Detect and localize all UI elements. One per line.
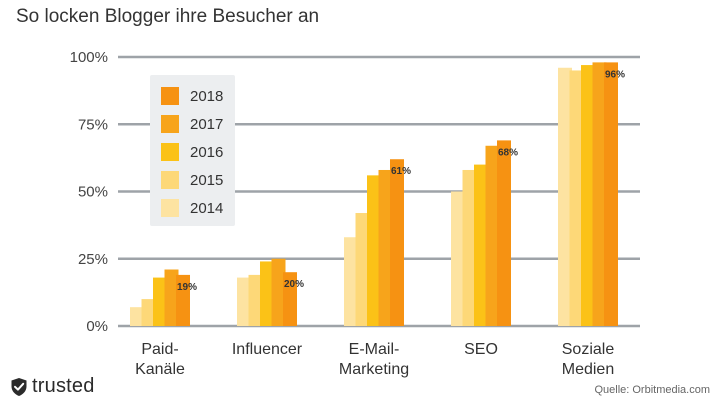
bar-2017-0 [164,269,179,326]
bar-2018-3 [497,140,511,326]
bar-2016-0 [153,277,167,326]
legend-swatch-2014 [161,199,179,217]
y-tick-label: 50% [78,184,108,201]
legend-label: 2018 [190,88,223,105]
data-label: 20% [284,279,304,290]
y-tick-label: 100% [70,49,108,66]
legend-swatch-2018 [161,87,179,105]
bar-2014-1 [237,277,251,326]
category-label: Soziale Medien [562,341,615,378]
bar-2018-1 [283,272,297,326]
data-label: 19% [177,282,197,293]
bar-2016-3 [474,164,488,326]
legend: 2018 2017 2016 2015 2014 [150,75,235,226]
y-tick-label: 75% [78,116,108,133]
legend-label: 2015 [190,172,223,189]
bar-2016-4 [581,65,595,326]
bar-2015-0 [141,299,156,326]
bar-2017-2 [378,169,393,326]
bar-2016-2 [367,175,381,326]
bars [130,62,618,326]
brand-logo: trusted [10,375,95,398]
bar-2014-2 [344,237,358,326]
bar-2014-3 [451,191,465,326]
bar-2014-0 [130,307,144,326]
data-labels: 19% 20% 61% 68% 96% [177,69,625,293]
source-note: Quelle: Orbitmedia.com [594,384,710,396]
bar-2017-3 [485,145,500,326]
y-tick-label: 25% [78,251,108,268]
data-label: 96% [605,69,625,80]
y-tick-label: 0% [86,318,108,335]
bar-2017-1 [271,258,286,326]
legend-label: 2016 [190,144,223,161]
category-label: Influencer [232,341,303,358]
x-axis-categories: Paid-Kanäle Influencer E-Mail-Marketing SEO… [135,341,614,378]
bar-2015-4 [569,70,584,326]
y-axis-ticks: 0% 25% 50% 75% 100% [70,49,108,335]
legend-swatch-2017 [161,115,179,133]
bar-2015-2 [355,213,370,326]
brand-name: trusted [32,375,95,397]
bar-2018-2 [390,159,404,326]
legend-swatch-2016 [161,143,179,161]
bar-2014-4 [558,67,572,326]
category-label: E-Mail-Marketing [339,341,409,378]
legend-swatch-2015 [161,171,179,189]
data-label: 61% [391,166,411,177]
bar-2015-1 [248,274,263,326]
chart-title: So locken Blogger ihre Besucher an [16,6,320,27]
category-label: Paid-Kanäle [135,341,185,378]
shield-check-icon [11,377,27,396]
bar-2016-1 [260,261,274,326]
bar-2018-4 [604,62,618,326]
bar-2018-0 [176,274,190,326]
category-label: SEO [464,341,498,358]
bar-2015-3 [462,169,477,326]
data-label: 68% [498,147,518,158]
legend-label: 2017 [190,116,223,133]
legend-label: 2014 [190,200,223,217]
bar-2017-4 [592,62,607,326]
